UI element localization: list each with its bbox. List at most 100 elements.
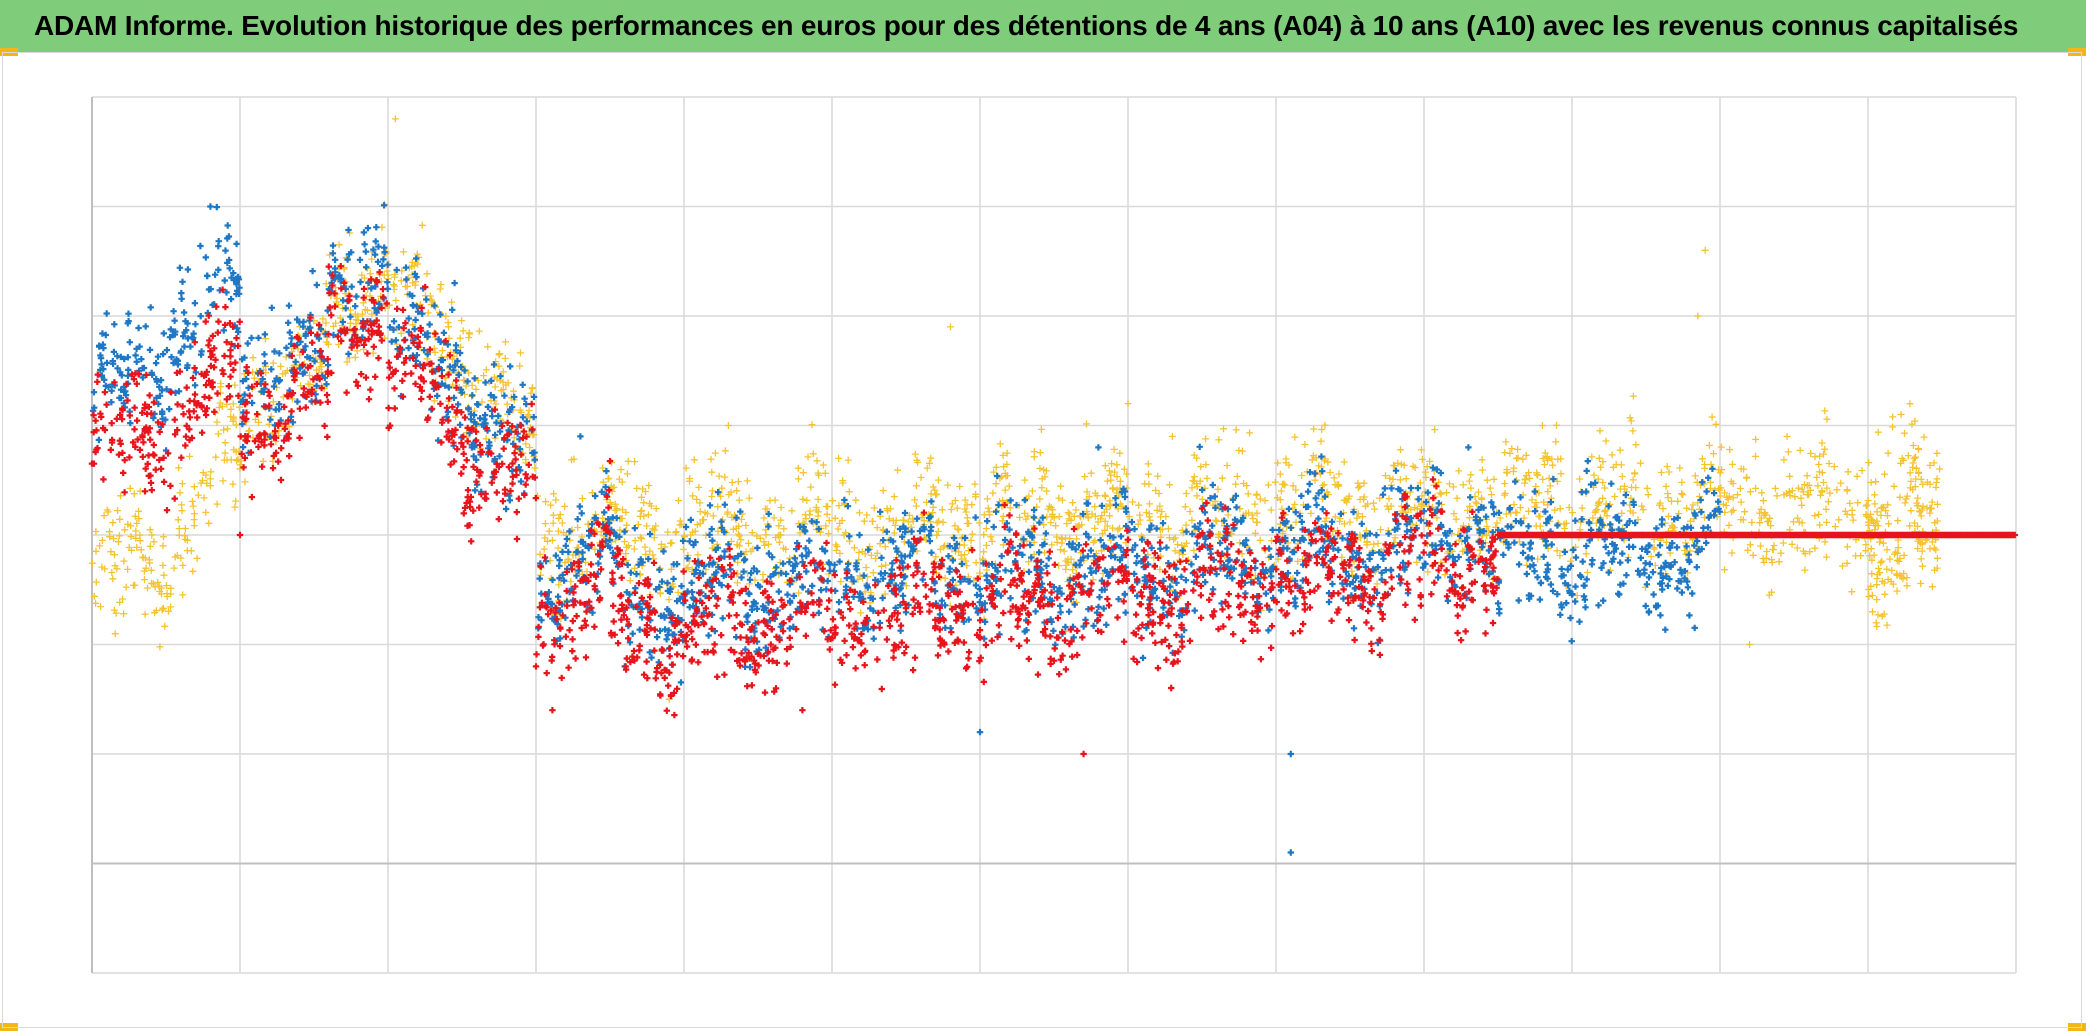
data-point <box>152 359 160 367</box>
data-point <box>1057 482 1065 490</box>
data-point <box>1285 505 1293 513</box>
data-point <box>448 355 456 363</box>
data-point <box>1025 558 1033 566</box>
data-point <box>324 398 331 405</box>
data-point <box>1771 484 1779 492</box>
data-point <box>460 463 467 471</box>
data-point <box>631 564 639 572</box>
data-point <box>165 607 172 615</box>
data-point <box>1156 502 1164 510</box>
data-point <box>148 531 156 539</box>
data-point <box>1927 504 1935 512</box>
data-point <box>456 334 464 342</box>
data-point <box>1256 536 1264 544</box>
data-point <box>875 578 882 585</box>
data-point <box>927 490 935 498</box>
data-point <box>484 403 492 411</box>
data-point <box>179 278 186 285</box>
data-point <box>1023 627 1030 634</box>
data-point <box>1251 500 1259 508</box>
data-point <box>1508 445 1516 453</box>
data-point <box>1746 488 1754 496</box>
data-point <box>937 545 944 553</box>
data-point <box>1817 491 1824 499</box>
data-point <box>1407 506 1415 514</box>
data-point <box>442 312 450 320</box>
data-point <box>926 537 934 545</box>
data-point <box>233 240 240 248</box>
data-point <box>1909 459 1917 467</box>
data-point <box>721 473 729 481</box>
data-point <box>525 407 533 414</box>
data-point <box>1592 507 1600 515</box>
data-point <box>1331 513 1339 521</box>
data-point <box>992 480 1000 488</box>
data-point <box>380 202 388 209</box>
data-point <box>1030 514 1038 521</box>
data-point <box>1043 562 1050 570</box>
data-point <box>161 622 169 630</box>
data-point <box>786 558 793 566</box>
data-point <box>1546 482 1554 490</box>
data-point <box>1519 455 1527 463</box>
data-point <box>101 565 109 573</box>
data-point-outlier <box>577 433 584 440</box>
data-point <box>146 542 154 550</box>
data-point <box>490 394 498 401</box>
data-point <box>390 318 398 325</box>
data-point <box>1602 543 1609 551</box>
data-point <box>151 583 159 591</box>
data-point <box>864 573 871 581</box>
data-point <box>227 347 234 354</box>
data-point <box>1125 513 1133 521</box>
data-point <box>788 507 796 515</box>
data-point <box>878 562 885 570</box>
data-point <box>426 393 433 400</box>
data-point <box>1540 498 1548 506</box>
data-point <box>1867 515 1875 523</box>
data-point <box>1493 519 1501 527</box>
data-point <box>336 314 344 322</box>
data-point <box>945 553 952 560</box>
data-point <box>458 470 465 477</box>
data-point <box>1279 529 1287 537</box>
data-point <box>533 651 540 658</box>
data-point <box>150 441 157 449</box>
data-point <box>1552 438 1560 446</box>
data-point <box>1106 572 1113 579</box>
data-point <box>905 539 912 546</box>
data-point <box>745 539 752 547</box>
data-point <box>1918 540 1926 548</box>
data-point <box>990 523 997 531</box>
data-point <box>579 549 586 556</box>
data-point <box>305 326 312 333</box>
data-point <box>742 522 750 529</box>
data-point <box>780 525 788 533</box>
data-point <box>198 429 206 436</box>
data-point <box>1325 598 1333 606</box>
data-point <box>901 574 908 581</box>
data-point <box>1678 478 1686 486</box>
data-point <box>561 502 569 510</box>
data-point <box>426 321 433 328</box>
data-point <box>482 435 490 443</box>
data-point <box>1057 609 1064 616</box>
data-point <box>324 433 331 441</box>
data-point <box>1003 520 1011 527</box>
data-point <box>1674 497 1682 505</box>
data-point <box>552 496 560 504</box>
data-point <box>156 383 163 391</box>
data-point <box>221 439 229 447</box>
data-point <box>1116 449 1124 457</box>
data-point <box>611 500 619 508</box>
data-point <box>691 570 698 578</box>
data-point <box>432 330 439 337</box>
data-point <box>225 383 232 390</box>
data-point <box>1093 492 1101 500</box>
data-point <box>1712 420 1720 428</box>
data-point <box>244 340 251 347</box>
data-point <box>1224 572 1231 579</box>
data-point <box>1307 509 1315 517</box>
data-point <box>1320 481 1328 489</box>
data-point <box>202 508 210 516</box>
